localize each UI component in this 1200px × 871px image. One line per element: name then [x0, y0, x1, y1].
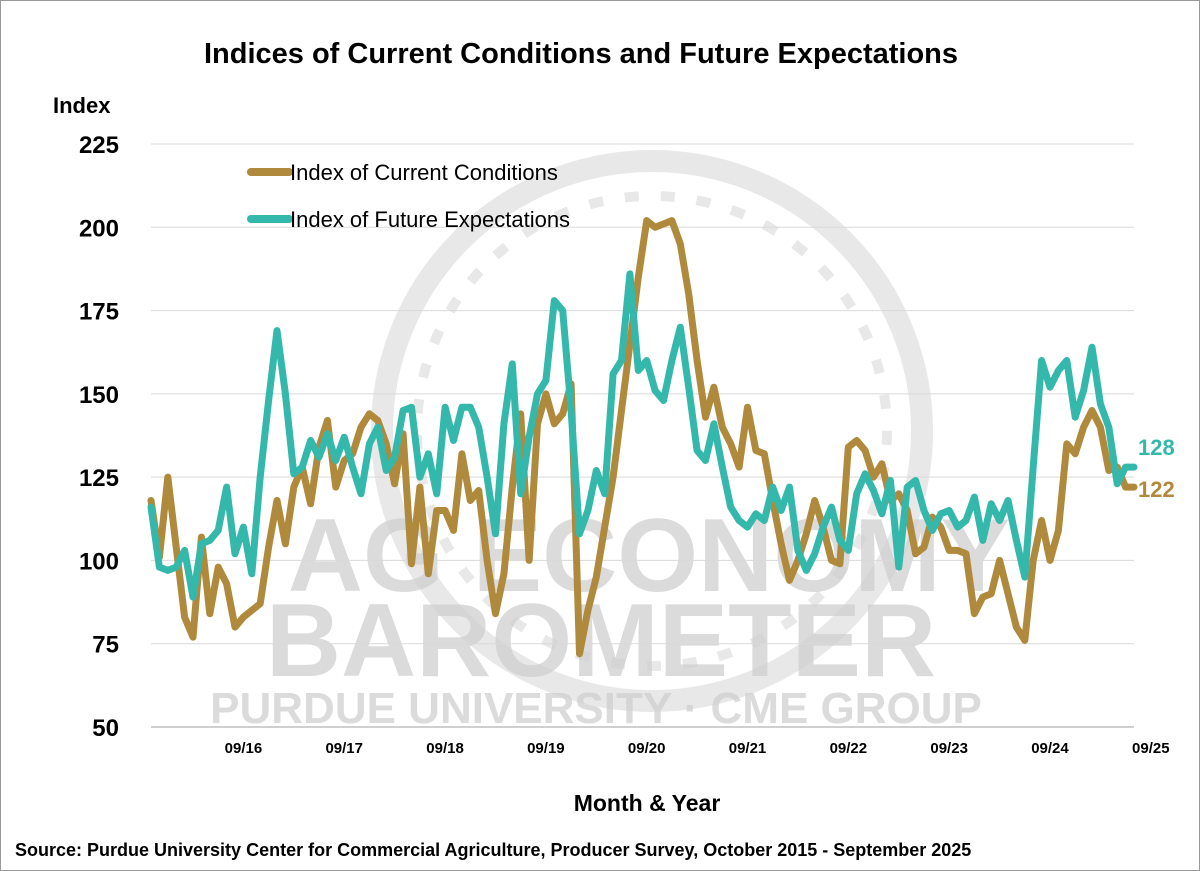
x-tick-label: 09/25 [1132, 740, 1170, 757]
y-tick-label: 175 [79, 299, 119, 326]
y-tick-label: 225 [79, 132, 119, 159]
watermark-line2: BAROMETER [266, 583, 936, 699]
x-tick-label: 09/16 [225, 740, 263, 757]
y-tick-label: 125 [79, 465, 119, 492]
x-tick-label: 09/21 [729, 740, 767, 757]
y-tick-label: 75 [92, 632, 119, 659]
x-axis-ticks: 09/16 09/17 09/18 09/19 09/20 09/21 09/22 09/23… [225, 740, 1170, 757]
x-tick-label: 09/22 [830, 740, 868, 757]
watermark-line3: PURDUE UNIVERSITY · CME GROUP [210, 684, 982, 733]
legend-label-future: Index of Future Expectations [290, 207, 570, 232]
y-tick-label: 200 [79, 215, 119, 242]
series-line-current-conditions [147, 217, 1138, 658]
y-tick-label: 50 [92, 715, 119, 742]
y-axis-label: Index [53, 93, 111, 118]
x-tick-label: 09/20 [628, 740, 666, 757]
x-axis-label: Month & Year [574, 790, 721, 816]
source-note: Source: Purdue University Center for Com… [15, 840, 971, 860]
x-tick-label: 09/19 [527, 740, 565, 757]
series-lines [147, 217, 1138, 658]
x-tick-label: 09/23 [930, 740, 968, 757]
chart-title: Indices of Current Conditions and Future… [204, 38, 958, 70]
y-axis-ticks: 50 75 100 125 150 175 200 225 [79, 132, 119, 742]
y-tick-label: 100 [79, 548, 119, 575]
legend-label-current: Index of Current Conditions [290, 160, 558, 185]
y-tick-label: 150 [79, 382, 119, 409]
x-tick-label: 09/18 [426, 740, 464, 757]
end-label-current-conditions: 122 [1138, 477, 1175, 502]
x-tick-label: 09/17 [325, 740, 363, 757]
x-tick-label: 09/24 [1031, 740, 1069, 757]
series-line-future-expectations [147, 270, 1138, 601]
end-label-future-expectations: 128 [1138, 435, 1175, 460]
legend: Index of Current Conditions Index of Fut… [247, 160, 570, 232]
